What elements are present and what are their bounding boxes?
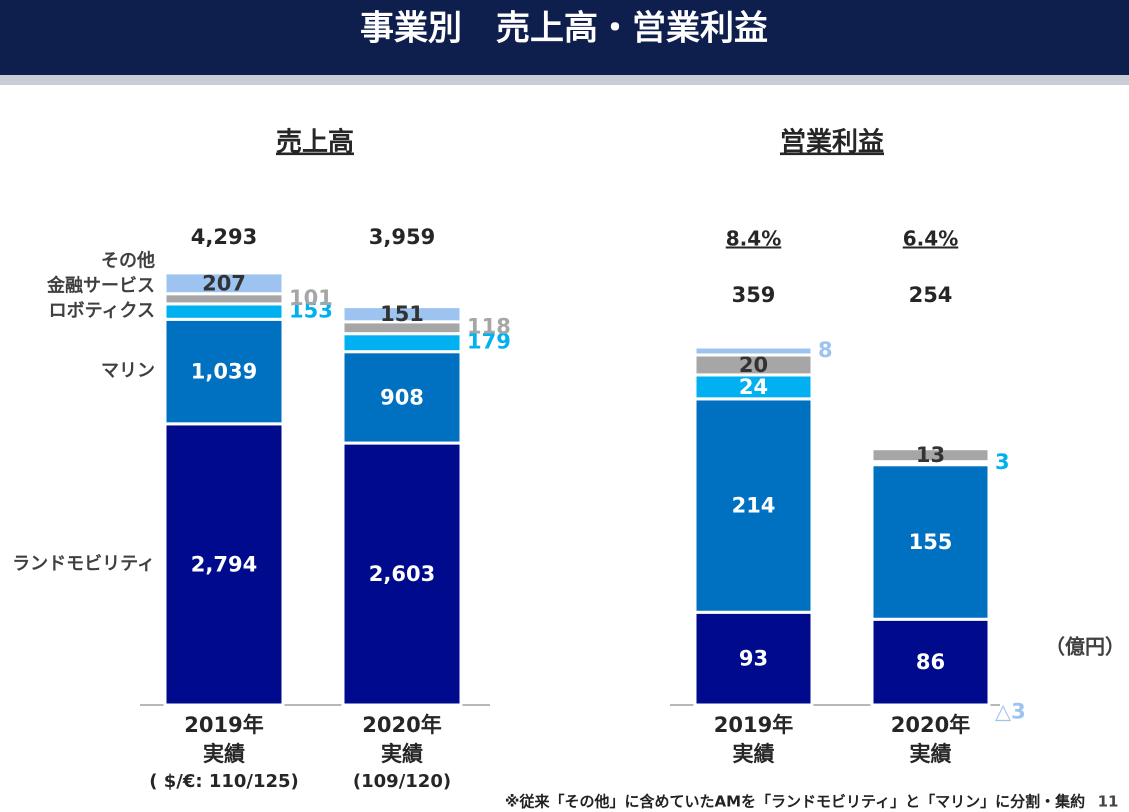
value-label: 13	[916, 443, 945, 467]
legend-label: その他	[101, 250, 155, 272]
value-label: △3	[995, 699, 1026, 723]
value-label: 2,603	[369, 562, 435, 586]
legend-label: マリン	[101, 361, 155, 382]
bar-segment	[341, 305, 463, 324]
x-tick-label: 2019年	[184, 713, 263, 737]
bar-segment	[341, 350, 463, 445]
bar-segment	[870, 463, 991, 621]
chart-subtitle: 売上高	[276, 127, 354, 158]
exchange-rate: ( $/€: 110/125)	[149, 771, 299, 792]
legend-label: ランドモビリティ	[12, 553, 155, 574]
value-label: 20	[739, 353, 768, 377]
value-label: 1,039	[191, 360, 257, 384]
chart-subtitle: 営業利益	[780, 128, 884, 158]
legend-label: 金融サービス	[46, 275, 155, 297]
value-label: 908	[380, 385, 424, 409]
value-label: 155	[909, 530, 953, 554]
bar-segment	[341, 441, 463, 707]
total-label: 254	[909, 283, 953, 307]
margin-label: 8.4%	[726, 227, 781, 251]
value-label: 8	[818, 338, 833, 362]
unit-note: （億円）	[1045, 635, 1125, 659]
x-tick-note: 実績	[733, 742, 775, 766]
x-tick-label: 2019年	[714, 713, 793, 737]
value-label: 93	[739, 647, 768, 671]
bar-segment	[163, 317, 285, 426]
header-stripe	[0, 75, 1129, 85]
page-number: 11	[1098, 793, 1119, 811]
value-label: 86	[916, 650, 945, 674]
x-tick-note: 実績	[381, 742, 423, 766]
x-tick-label: 2020年	[891, 713, 970, 737]
bar-segment	[163, 302, 285, 321]
bar-segment	[163, 271, 285, 296]
margin-label: 6.4%	[903, 227, 958, 251]
total-label: 3,959	[369, 225, 435, 249]
value-label: 207	[202, 271, 246, 295]
total-label: 359	[732, 283, 776, 307]
bar-segment	[870, 703, 991, 710]
value-label: 214	[732, 494, 776, 518]
exchange-rate: (109/120)	[353, 771, 451, 792]
x-tick-note: 実績	[203, 742, 245, 766]
bar-segment	[693, 345, 814, 357]
footnote: ※従来「その他」に含めていたAMを「ランドモビリティ」と「マリン」に分割・集約	[505, 793, 1085, 811]
bar-segment	[163, 422, 285, 707]
slide-title: 事業別 売上高・営業利益	[360, 9, 768, 49]
value-label: 3	[995, 450, 1010, 474]
bar-segment	[341, 332, 463, 354]
value-label: 101	[289, 286, 333, 310]
total-label: 4,293	[191, 225, 257, 249]
value-label: 118	[467, 315, 511, 339]
x-tick-note: 実績	[910, 742, 952, 766]
value-label: 2,794	[191, 552, 257, 576]
value-label: 24	[739, 375, 768, 399]
bar-segment	[870, 447, 991, 464]
bar-segment	[693, 610, 814, 707]
header-band	[0, 0, 1129, 75]
x-tick-label: 2020年	[362, 713, 441, 737]
legend-label: ロボティクス	[49, 301, 155, 322]
value-label: 151	[380, 302, 424, 326]
value-label: 179	[467, 330, 511, 354]
value-label: 153	[289, 299, 333, 323]
